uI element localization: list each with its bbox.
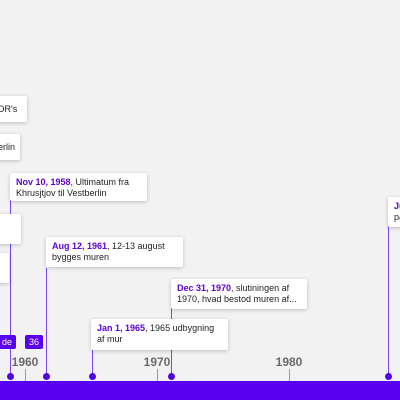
event-card-dec-1970[interactable]: Dec 31, 1970, slutiningen af 1970, hvad …: [171, 279, 307, 309]
event-date: Ju: [394, 201, 400, 211]
axis-tick-1980: [289, 369, 290, 381]
event-date: Dec 31, 1970: [177, 283, 232, 293]
event-marker-left[interactable]: [7, 373, 14, 380]
event-cluster-badge-partial[interactable]: de: [0, 335, 17, 349]
axis-tick-1970: [157, 369, 158, 381]
axis-tick-label-1980: 1980: [275, 355, 303, 369]
event-date: Aug 12, 1961: [52, 241, 108, 251]
axis-tick-label-1970: 1970: [143, 355, 171, 369]
event-marker-aug-1961[interactable]: [43, 373, 50, 380]
event-description: , 1965 udbygning af mur: [97, 323, 215, 344]
timeline-navigation-bar[interactable]: [0, 381, 400, 400]
event-marker-right[interactable]: [385, 373, 392, 380]
event-card-partial-empty-2[interactable]: [0, 253, 9, 283]
axis-tick-1960: [25, 369, 26, 381]
event-description: , Ultimatum fra Khrusjtjov til Vestberli…: [16, 177, 130, 198]
event-card-nov-1958[interactable]: Nov 10, 1958, Ultimatum fra Khrusjtjov t…: [10, 173, 147, 201]
event-marker-dec-1970[interactable]: [168, 373, 175, 380]
event-connector-left: [10, 200, 11, 376]
event-card-aug-1961[interactable]: Aug 12, 1961, 12-13 august bygges muren: [46, 237, 183, 267]
event-description: på: [394, 212, 400, 222]
event-card-partial-empty-1[interactable]: [0, 214, 21, 244]
event-connector-jan-1965: [92, 350, 93, 376]
event-date: Jan 1, 1965: [97, 323, 146, 333]
event-card-jan-1965[interactable]: Jan 1, 1965, 1965 udbygning af mur: [91, 319, 228, 350]
event-card-text: DR's: [0, 104, 18, 114]
event-card-right-partial[interactable]: Ju på: [388, 197, 400, 227]
axis-tick-label-1960: 1960: [11, 355, 39, 369]
event-description: , slutiningen af 1970, hvad bestod muren…: [177, 283, 297, 304]
event-date: Nov 10, 1958: [16, 177, 71, 187]
event-count-badge[interactable]: 36: [25, 335, 44, 349]
event-card-partial-ddr[interactable]: DR's: [0, 96, 27, 122]
event-card-partial-berlin[interactable]: erlin: [0, 134, 20, 160]
event-description: , 12-13 august bygges muren: [52, 241, 165, 262]
event-connector-right: [388, 226, 389, 376]
event-connector-aug-1961: [46, 268, 47, 376]
event-card-text: erlin: [0, 142, 16, 152]
event-marker-jan-1965[interactable]: [89, 373, 96, 380]
